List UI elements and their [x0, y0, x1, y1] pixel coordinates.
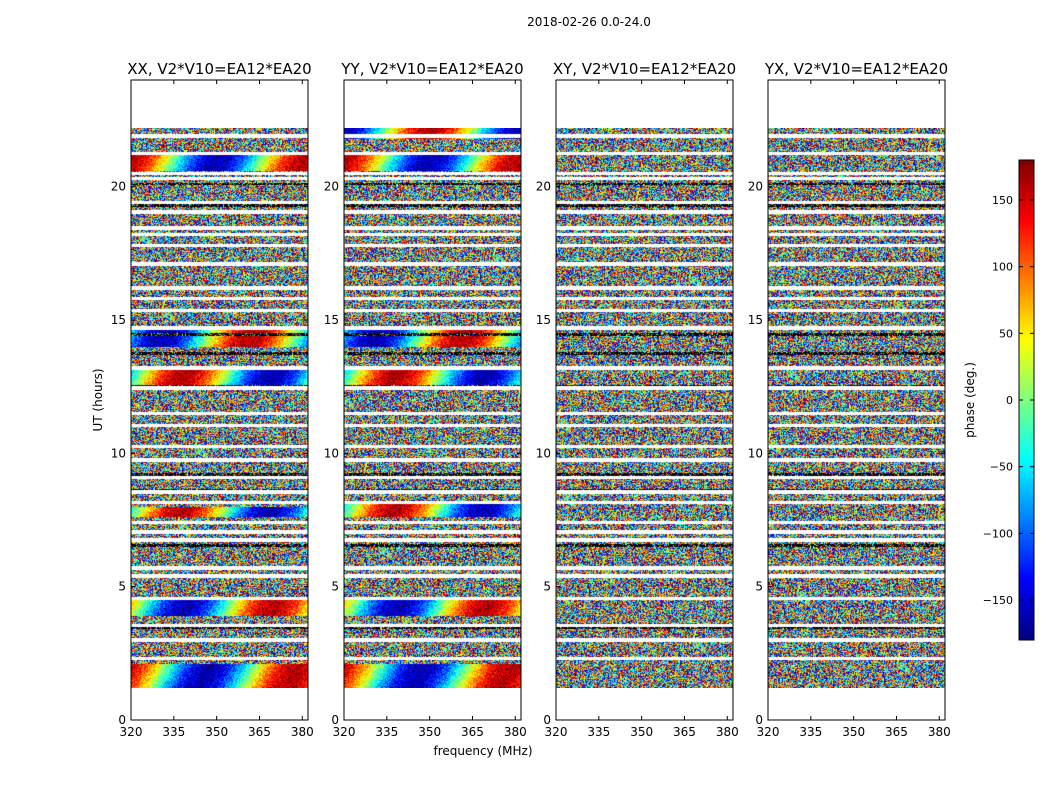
x-tick-label: 320	[333, 725, 356, 739]
panel-frame	[767, 79, 946, 721]
y-tick-label: 5	[755, 580, 763, 594]
y-tick-label: 15	[536, 313, 551, 327]
y-tick-label: 5	[543, 580, 551, 594]
colorbar-tick-label: 150	[992, 194, 1013, 207]
panel-title: XY, V2*V10=EA12*EA20	[553, 60, 736, 78]
x-tick-label: 350	[418, 725, 441, 739]
y-tick-label: 10	[324, 446, 339, 460]
y-tick-label: 20	[324, 180, 339, 194]
colorbar-tick-label: 100	[992, 261, 1013, 274]
y-tick-label: 10	[536, 446, 551, 460]
x-tick-label: 380	[504, 725, 527, 739]
x-tick-label: 335	[799, 725, 822, 739]
figure-suptitle: 2018-02-26 0.0-24.0	[527, 15, 651, 29]
y-tick-label: 10	[748, 446, 763, 460]
x-tick-label: 335	[375, 725, 398, 739]
y-tick-label: 0	[543, 713, 551, 727]
heatmap-raster	[556, 128, 733, 688]
panel-yx: YX, V2*V10=EA12*EA20 320 335 350 365 380 0 5 10 1…	[748, 60, 951, 739]
y-tick-label: 15	[748, 313, 763, 327]
colorbar: −150 −100 −50 0 50 100 150	[983, 159, 1035, 641]
heatmap-raster	[131, 128, 308, 688]
panel-title: YY, V2*V10=EA12*EA20	[340, 60, 523, 78]
heatmap-raster	[768, 128, 945, 688]
panel-title: YX, V2*V10=EA12*EA20	[764, 60, 948, 78]
colorbar-tick-label: 0	[1006, 394, 1013, 407]
x-tick-label: 365	[248, 725, 271, 739]
x-tick-label: 380	[291, 725, 314, 739]
colorbar-tick-label: 50	[999, 327, 1013, 340]
panel-yy: YY, V2*V10=EA12*EA20 320 335 350 365 380 0 5 10 1…	[324, 60, 527, 739]
panel-xx: XX, V2*V10=EA12*EA20 320 335 350 365 380 0 5 10 1…	[111, 60, 314, 739]
panel-title: XX, V2*V10=EA12*EA20	[127, 60, 311, 78]
colorbar-tick-label: −150	[983, 594, 1013, 607]
panel-frame	[555, 79, 734, 721]
colorbar-tick-label: −100	[983, 527, 1013, 540]
x-tick-label: 365	[885, 725, 908, 739]
x-tick-label: 320	[757, 725, 780, 739]
x-tick-label: 320	[120, 725, 143, 739]
panel-xy: XY, V2*V10=EA12*EA20 320 335 350 365 380 0 5 10 1…	[536, 60, 739, 739]
panel-frame	[130, 79, 309, 721]
heatmap-raster	[344, 128, 521, 688]
y-tick-label: 5	[118, 580, 126, 594]
x-tick-label: 350	[205, 725, 228, 739]
colorbar-tick-label: −50	[990, 461, 1013, 474]
panels: XX, V2*V10=EA12*EA20 320 335 350 365 380 0 5 10 1…	[111, 60, 951, 739]
colorbar-gradient	[1019, 160, 1034, 640]
x-tick-label: 320	[545, 725, 568, 739]
x-tick-label: 365	[673, 725, 696, 739]
y-tick-label: 15	[324, 313, 339, 327]
x-tick-label: 350	[630, 725, 653, 739]
y-tick-label: 0	[331, 713, 339, 727]
y-tick-label: 10	[111, 446, 126, 460]
x-tick-label: 380	[928, 725, 951, 739]
y-tick-label: 15	[111, 313, 126, 327]
x-tick-label: 350	[842, 725, 865, 739]
y-axis-label: UT (hours)	[91, 368, 105, 431]
y-tick-label: 20	[748, 180, 763, 194]
x-tick-label: 335	[587, 725, 610, 739]
y-tick-label: 20	[536, 180, 551, 194]
y-tick-label: 5	[331, 580, 339, 594]
panel-frame	[343, 79, 522, 721]
y-tick-label: 0	[755, 713, 763, 727]
y-tick-label: 0	[118, 713, 126, 727]
colorbar-label: phase (deg.)	[963, 362, 977, 438]
x-tick-label: 365	[461, 725, 484, 739]
x-tick-label: 380	[716, 725, 739, 739]
x-tick-label: 335	[162, 725, 185, 739]
x-axis-label: frequency (MHz)	[433, 744, 532, 758]
y-tick-label: 20	[111, 180, 126, 194]
